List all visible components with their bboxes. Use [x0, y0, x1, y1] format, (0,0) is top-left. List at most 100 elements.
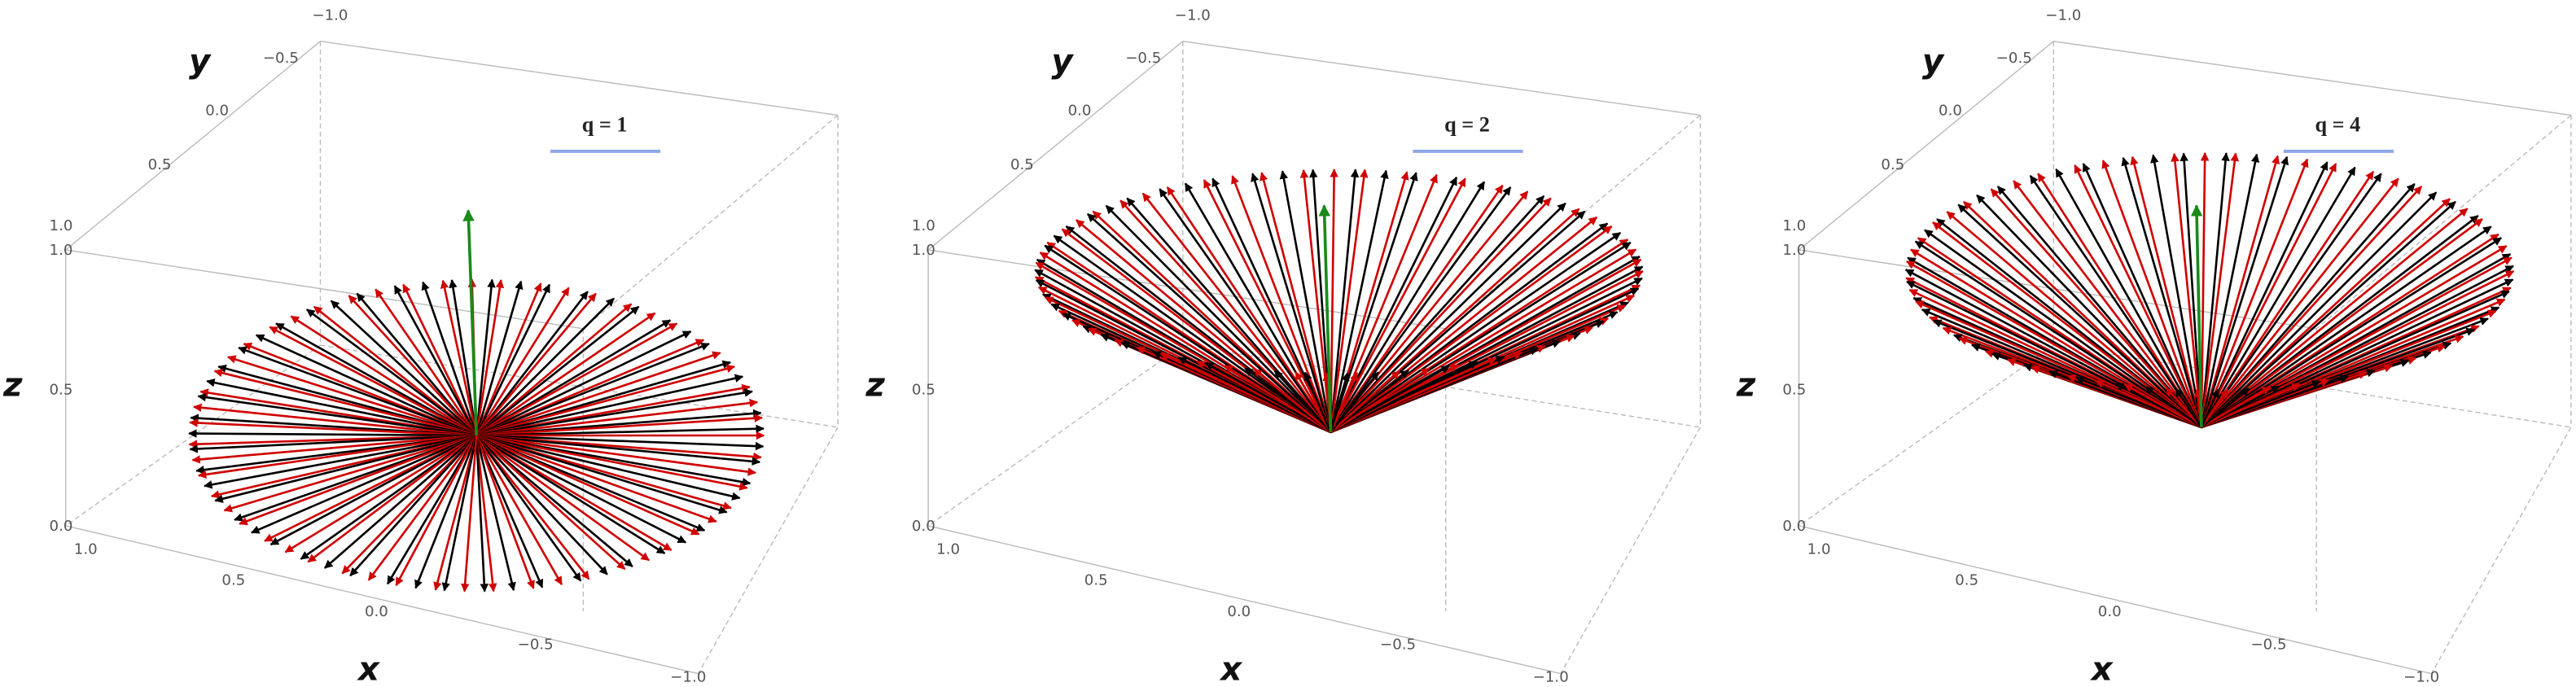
- vector-arrow: [197, 434, 477, 479]
- vector-arrow: [1273, 370, 1332, 433]
- x-tick-label: 1.0: [74, 540, 98, 558]
- vector-arrow: [1330, 176, 1458, 433]
- x-axis-label: x: [357, 650, 381, 687]
- box-edge: [582, 114, 839, 330]
- z-vector-arrow: [2190, 204, 2203, 427]
- y-tick-label: −1.0: [2045, 7, 2081, 24]
- y-tick-label: −1.0: [1175, 7, 1211, 24]
- vector-arrow: [475, 388, 754, 437]
- vector-arrow: [2200, 155, 2280, 428]
- vector-arrow: [1330, 372, 1350, 433]
- vector-arrow: [223, 434, 477, 513]
- x-axis-label: x: [2090, 650, 2114, 687]
- vector-arrow: [226, 355, 477, 437]
- y-tick-label: −0.5: [1125, 50, 1161, 67]
- vector-arrow: [1976, 194, 2202, 428]
- box-edge: [927, 344, 1184, 527]
- vector-arrow: [1330, 186, 1512, 433]
- x-tick-label: 1.0: [936, 540, 960, 558]
- x-tick-label: 0.0: [365, 603, 388, 620]
- vector-arrow: [1203, 179, 1332, 433]
- vector-arrow: [1053, 234, 1332, 434]
- vector-arrow: [2201, 386, 2272, 429]
- vector-arrow: [2200, 170, 2375, 428]
- vector-arrow: [313, 305, 477, 437]
- vector-arrow: [1330, 372, 1359, 433]
- q-label: q = 4: [2315, 113, 2361, 137]
- vector-arrow: [1166, 186, 1332, 433]
- z-tick-label: 0.5: [912, 382, 935, 399]
- box-edge: [2315, 114, 2572, 330]
- z-vector-arrow: [462, 209, 478, 436]
- vector-arrow: [1330, 169, 1389, 433]
- vector-arrow: [476, 434, 764, 451]
- y-tick-label: −0.5: [263, 50, 299, 67]
- z-axis-label: z: [2, 366, 23, 405]
- vector-arrow: [475, 434, 728, 514]
- vector-arrow: [475, 434, 717, 523]
- vector-arrow: [2201, 387, 2250, 428]
- vector-arrow: [475, 322, 678, 437]
- box-edge: [927, 249, 1446, 330]
- y-tick-label: 1.0: [50, 217, 73, 234]
- box-edge: [697, 427, 839, 674]
- vector-arrow: [269, 434, 477, 546]
- vector-arrow: [475, 297, 615, 436]
- vector-arrow: [1330, 184, 1504, 433]
- vector-arrow: [250, 434, 477, 534]
- vector-arrow: [393, 285, 478, 436]
- vector-arrow: [1141, 192, 1332, 433]
- y-axis-label: y: [1922, 42, 1945, 81]
- vector-arrow: [255, 334, 477, 437]
- vector-arrow: [2082, 163, 2203, 428]
- x-tick-label: −1.0: [2403, 669, 2439, 686]
- vector-arrow: [475, 278, 496, 436]
- vector-arrow: [290, 315, 477, 437]
- vector-arrow: [2201, 225, 2492, 428]
- box-edge: [1560, 427, 1702, 674]
- vector-arrow: [2055, 168, 2203, 428]
- z-axis-label: z: [865, 366, 885, 405]
- vector-arrow: [1211, 177, 1332, 433]
- x-tick-label: −0.5: [518, 636, 554, 653]
- vector-arrow: [1330, 365, 1450, 434]
- box-edge: [65, 344, 321, 527]
- vector-arrow: [475, 435, 626, 571]
- vector-arrow: [2200, 152, 2230, 428]
- vector-arrow: [1299, 168, 1332, 433]
- vector-arrow: [2200, 183, 2416, 428]
- vector-arrow: [475, 434, 666, 554]
- vector-arrow: [1946, 211, 2202, 428]
- y-tick-label: 1.0: [912, 217, 935, 234]
- vector-arrow: [2200, 388, 2219, 428]
- vector-arrow: [204, 434, 477, 489]
- vector-arrow: [2123, 383, 2202, 429]
- z-axis-label: z: [1736, 366, 1756, 405]
- vector-arrow: [2201, 383, 2301, 429]
- x-tick-label: 0.5: [1084, 572, 1108, 589]
- vector-arrow: [1279, 170, 1332, 433]
- vector-arrow: [475, 330, 692, 437]
- vector-arrow: [188, 429, 477, 438]
- vector-arrow: [2200, 153, 2260, 428]
- z-tick-label: 0.5: [1782, 382, 1806, 399]
- vector-arrow: [1990, 188, 2202, 428]
- y-tick-label: −0.5: [1996, 50, 2032, 67]
- vector-arrow: [440, 279, 478, 436]
- vector-arrow: [476, 424, 765, 437]
- vector-arrow: [1957, 203, 2202, 428]
- vector-arrow: [1330, 195, 1545, 433]
- vector-arrow: [2200, 151, 2210, 427]
- x-tick-label: −1.0: [1533, 669, 1569, 686]
- x-tick-label: −1.0: [670, 669, 706, 686]
- vector-arrow: [2037, 173, 2203, 428]
- vector-arrow: [375, 288, 478, 436]
- vector-arrow: [475, 342, 710, 437]
- vector-arrow: [386, 435, 478, 585]
- vector-arrow: [1251, 173, 1332, 433]
- vector-arrow: [1330, 168, 1369, 433]
- vector-arrow: [2074, 164, 2203, 428]
- vector-arrow: [2171, 152, 2203, 428]
- y-tick-label: 0.0: [1939, 103, 1962, 120]
